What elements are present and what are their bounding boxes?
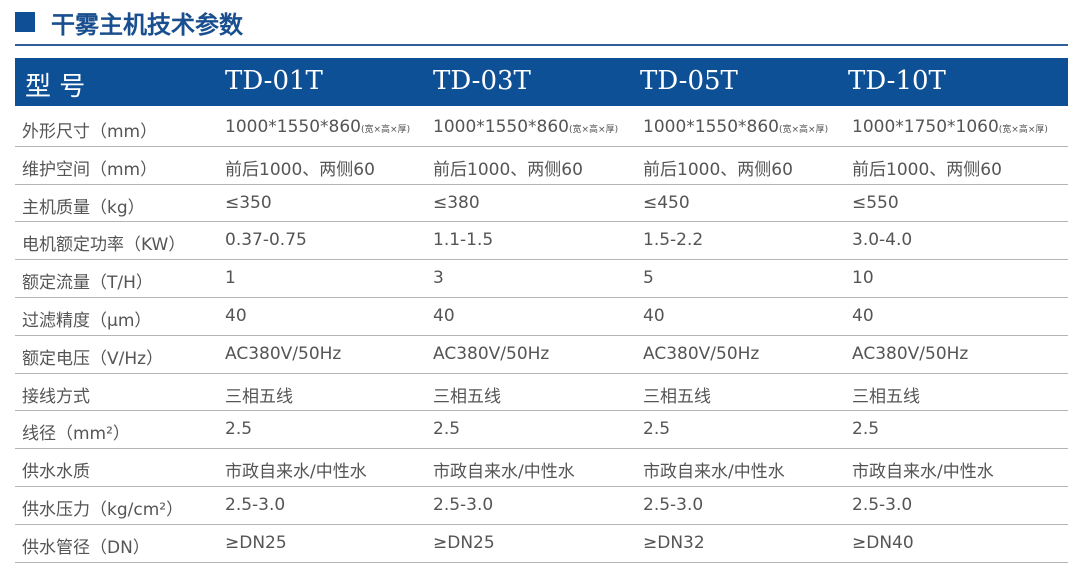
cell-value: 1000*1550*860(宽×高×厚) <box>225 117 411 137</box>
model-header: TD-01T <box>225 66 323 96</box>
cell-value: 市政自来水/中性水 <box>225 462 367 483</box>
cell-value: 1.5-2.2 <box>643 230 704 251</box>
cell-value: 1 <box>225 268 236 289</box>
spec-table: 外形尺寸（mm） 1000*1550*860(宽×高×厚) 1000*1550*86… <box>15 109 1068 563</box>
cell-value: 3 <box>433 268 444 289</box>
cell-value: 前后1000、两侧60 <box>852 159 1002 180</box>
row-label: 供水管径（DN） <box>22 537 150 558</box>
cell-value: 前后1000、两侧60 <box>433 159 583 180</box>
cell-value: 2.5 <box>643 419 671 440</box>
cell-value: 5 <box>643 268 654 289</box>
row-label: 电机额定功率（KW） <box>22 235 186 256</box>
dimension-note: (宽×高×厚) <box>998 125 1048 135</box>
cell-value: AC380V/50Hz <box>225 343 342 364</box>
table-row: 供水压力（kg/cm²） 2.5-3.0 2.5-3.0 2.5-3.0 2.5-3.0 <box>15 487 1068 525</box>
row-label: 主机质量（kg） <box>22 197 145 218</box>
cell-value: 前后1000、两侧60 <box>225 159 375 180</box>
cell-value: 三相五线 <box>852 386 920 407</box>
cell-value: ≤550 <box>852 192 899 213</box>
cell-value: 2.5 <box>225 419 253 440</box>
cell-value: 40 <box>433 305 455 326</box>
cell-value: 1.1-1.5 <box>433 230 494 251</box>
section-title: 干雾主机技术参数 <box>15 5 243 39</box>
row-label: 外形尺寸（mm） <box>22 122 158 142</box>
cell-value: 市政自来水/中性水 <box>852 462 994 483</box>
table-row: 主机质量（kg） ≤350 ≤380 ≤450 ≤550 <box>15 185 1068 223</box>
cell-value: 2.5 <box>852 419 880 440</box>
cell-value: ≥DN25 <box>433 532 495 553</box>
cell-value: 2.5 <box>433 419 461 440</box>
dimension-note: (宽×高×厚) <box>360 125 411 135</box>
cell-value: 1000*1550*860(宽×高×厚) <box>643 117 829 137</box>
cell-value: ≤350 <box>225 192 272 213</box>
row-label: 供水水质 <box>22 462 90 483</box>
table-row: 额定流量（T/H） 1 3 5 10 <box>15 260 1068 298</box>
table-row: 线径（mm²） 2.5 2.5 2.5 2.5 <box>15 411 1068 450</box>
cell-value: AC380V/50Hz <box>433 343 550 364</box>
dimension-note: (宽×高×厚) <box>568 125 619 135</box>
cell-value: 2.5-3.0 <box>852 494 913 515</box>
divider <box>15 44 1068 46</box>
model-header: TD-03T <box>433 66 531 96</box>
cell-value: 市政自来水/中性水 <box>643 462 785 483</box>
cell-value: AC380V/50Hz <box>643 343 760 364</box>
cell-value: 市政自来水/中性水 <box>433 462 575 483</box>
cell-value: 0.37-0.75 <box>225 230 307 251</box>
title-text: 干雾主机技术参数 <box>51 10 243 39</box>
table-row: 电机额定功率（KW） 0.37-0.75 1.1-1.5 1.5-2.2 3.0-4.0 <box>15 222 1068 261</box>
table-row: 供水水质 市政自来水/中性水 市政自来水/中性水 市政自来水/中性水 市政自来水/中性水 <box>15 449 1068 487</box>
cell-value: 1000*1550*860(宽×高×厚) <box>433 117 619 137</box>
row-label: 过滤精度（μm） <box>22 310 152 331</box>
cell-value: ≤380 <box>433 192 480 213</box>
row-label: 供水压力（kg/cm²） <box>22 499 184 520</box>
row-label: 维护空间（mm） <box>22 159 158 180</box>
row-label: 额定流量（T/H） <box>22 273 153 294</box>
cell-value: 40 <box>852 305 874 326</box>
row-label: 额定电压（V/Hz） <box>22 348 164 369</box>
cell-value: 三相五线 <box>643 386 711 407</box>
model-header: TD-05T <box>640 66 738 96</box>
cell-value: 2.5-3.0 <box>225 494 286 515</box>
table-row: 外形尺寸（mm） 1000*1550*860(宽×高×厚) 1000*1550*86… <box>15 109 1068 147</box>
cell-value: 40 <box>643 305 665 326</box>
cell-value: 三相五线 <box>433 386 501 407</box>
table-row: 接线方式 三相五线 三相五线 三相五线 三相五线 <box>15 374 1068 412</box>
model-label: 型 号 <box>25 72 86 102</box>
dimension-note: (宽×高×厚) <box>778 125 829 135</box>
table-row: 额定电压（V/Hz） AC380V/50Hz AC380V/50Hz AC380V/5… <box>15 336 1068 374</box>
cell-value: ≥DN25 <box>225 532 287 553</box>
cell-value: 40 <box>225 305 247 326</box>
row-label: 接线方式 <box>22 386 90 407</box>
cell-value: ≥DN32 <box>643 532 705 553</box>
square-bullet-icon <box>15 12 35 32</box>
cell-value: AC380V/50Hz <box>852 343 969 364</box>
table-row: 过滤精度（μm） 40 40 40 40 <box>15 298 1068 336</box>
cell-value: ≥DN40 <box>852 532 914 553</box>
table-row: 维护空间（mm） 前后1000、两侧60 前后1000、两侧60 前后1000、两侧6… <box>15 147 1068 185</box>
cell-value: 2.5-3.0 <box>643 494 704 515</box>
cell-value: 3.0-4.0 <box>852 230 913 251</box>
cell-value: 10 <box>852 268 874 289</box>
row-label: 线径（mm²） <box>22 424 130 445</box>
model-header: TD-10T <box>848 66 946 96</box>
cell-value: 2.5-3.0 <box>433 494 494 515</box>
cell-value: 三相五线 <box>225 386 293 407</box>
cell-value: ≤450 <box>643 192 690 213</box>
cell-value: 前后1000、两侧60 <box>643 159 793 180</box>
cell-value: 1000*1750*1060(宽×高×厚) <box>852 117 1048 137</box>
table-header: 型 号 TD-01T TD-03T TD-05T TD-10T <box>15 58 1068 106</box>
